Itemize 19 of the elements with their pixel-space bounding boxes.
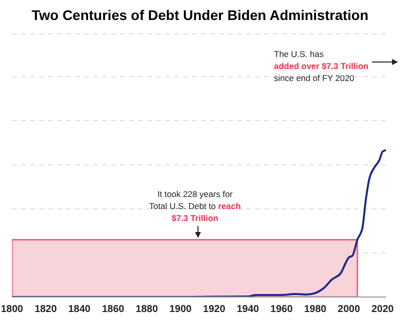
- text: The U.S. has: [274, 48, 325, 60]
- annotation: It took 228 years for: [156, 188, 234, 200]
- x-tick-label: 1960: [270, 304, 294, 316]
- x-tick-label: 1880: [136, 304, 158, 316]
- x-tick-label: 1820: [34, 304, 58, 316]
- x-tick-label: 1840: [68, 304, 91, 316]
- chart-title: Two Centuries of Debt Under Biden Administration: [30, 7, 370, 23]
- text: added over $7.3 Trillion: [274, 60, 368, 72]
- x-tick-label: 1800: [0, 304, 24, 316]
- x-tick-label: 2020: [372, 304, 394, 316]
- annotation: Total U.S. Debt to reach: [148, 200, 242, 212]
- x-tick-label: 1860: [102, 304, 125, 316]
- x-tick-label: 2000: [338, 304, 360, 316]
- annotation: $7.3 Trillion: [170, 212, 220, 224]
- x-tick-label: 1920: [203, 304, 226, 316]
- x-tick-label: 1900: [169, 304, 192, 316]
- x-tick-label: 1940: [236, 304, 260, 316]
- text: since end of FY 2020: [274, 72, 356, 84]
- x-tick-label: 1980: [304, 304, 327, 316]
